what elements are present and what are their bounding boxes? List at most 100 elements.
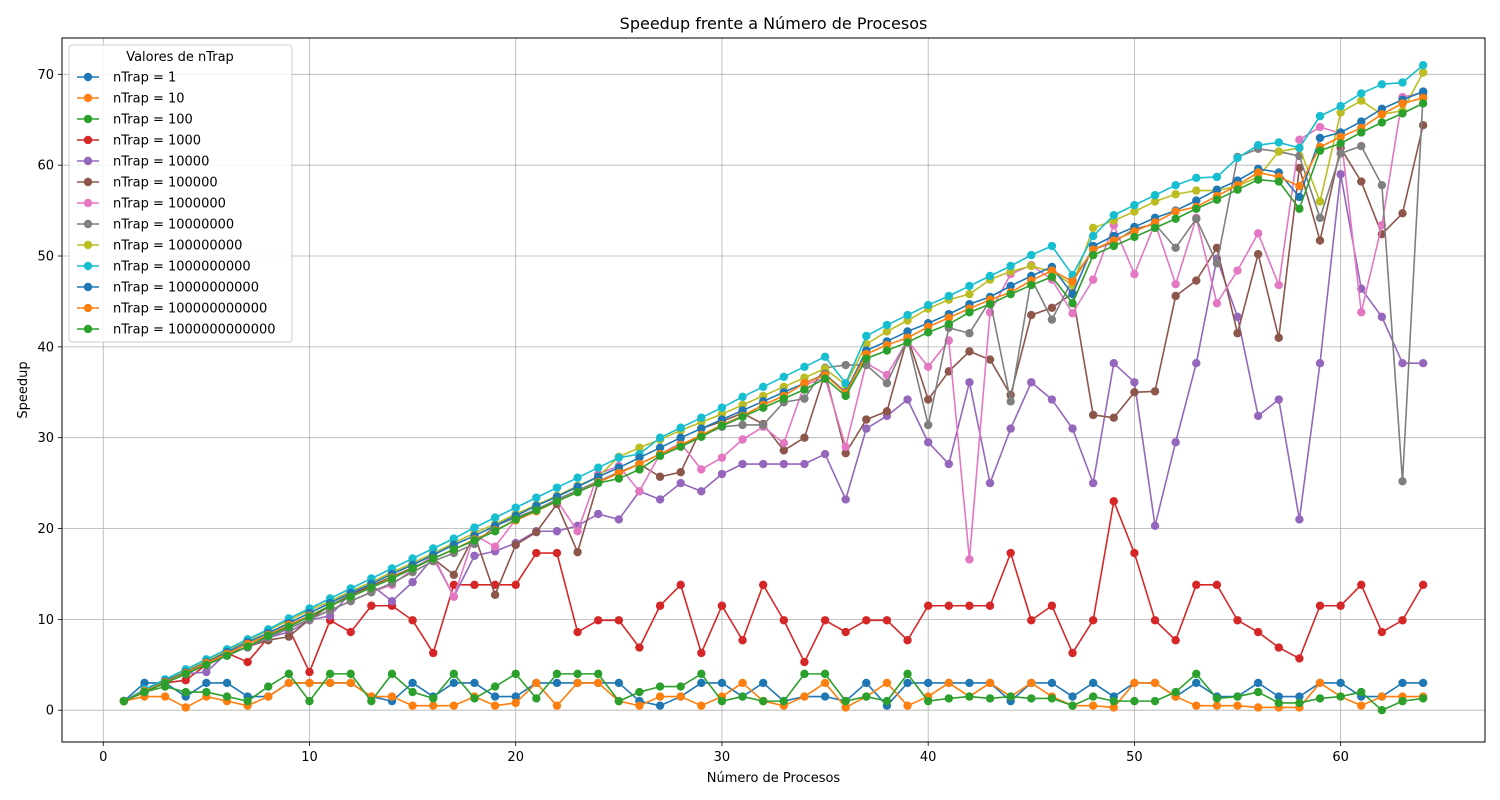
data-point xyxy=(923,678,933,688)
data-point xyxy=(1253,687,1263,697)
data-point xyxy=(284,622,294,631)
data-point xyxy=(511,669,520,679)
data-point xyxy=(1315,146,1325,155)
data-point xyxy=(1336,132,1345,142)
legend-swatch-marker xyxy=(83,93,93,103)
data-point xyxy=(429,701,438,710)
data-point xyxy=(758,382,768,392)
data-point xyxy=(181,676,190,685)
series-line xyxy=(123,64,1424,702)
data-point xyxy=(923,328,933,337)
data-point xyxy=(862,354,871,363)
data-point xyxy=(1068,648,1077,658)
data-point xyxy=(160,678,170,688)
data-point xyxy=(1171,207,1180,216)
data-point xyxy=(655,472,665,481)
data-point xyxy=(1418,99,1428,108)
data-point xyxy=(1253,703,1263,712)
data-point xyxy=(1398,78,1407,87)
legend-swatch-marker xyxy=(83,156,93,166)
data-point xyxy=(1357,128,1366,137)
data-point xyxy=(758,459,768,469)
data-point xyxy=(1315,601,1325,610)
data-point xyxy=(1377,627,1387,637)
data-point xyxy=(325,678,335,688)
data-point xyxy=(923,395,933,404)
data-point xyxy=(923,300,933,310)
legend-frame xyxy=(68,44,293,343)
data-point xyxy=(1336,692,1345,701)
data-point xyxy=(532,694,541,703)
data-point xyxy=(1253,627,1263,637)
data-point xyxy=(1171,636,1180,645)
data-point xyxy=(1212,259,1222,268)
legend-label: nTrap = 10000 xyxy=(113,155,209,170)
data-point xyxy=(1192,678,1201,688)
data-point xyxy=(552,527,562,536)
data-point xyxy=(1068,299,1077,308)
data-point xyxy=(490,527,500,536)
data-point xyxy=(1336,601,1345,610)
data-point xyxy=(449,545,459,554)
data-point xyxy=(1295,143,1304,153)
data-point xyxy=(1398,99,1407,108)
data-point xyxy=(1109,703,1118,712)
data-point xyxy=(264,692,273,701)
data-point xyxy=(1027,378,1036,387)
y-tick-label: 70 xyxy=(37,68,54,83)
data-point xyxy=(1315,359,1325,368)
data-point xyxy=(305,612,314,621)
data-point xyxy=(655,692,665,701)
data-point xyxy=(1130,200,1139,210)
data-point xyxy=(429,648,438,658)
data-point xyxy=(697,413,706,422)
data-point xyxy=(1377,118,1387,127)
data-point xyxy=(738,459,747,469)
data-point xyxy=(1357,308,1366,317)
data-point xyxy=(1130,388,1139,397)
data-point xyxy=(573,669,582,679)
data-point xyxy=(594,463,603,472)
data-point xyxy=(1109,359,1118,368)
data-point xyxy=(1006,261,1015,271)
data-point xyxy=(243,657,252,667)
y-tick-label: 30 xyxy=(37,431,54,446)
data-point xyxy=(841,442,850,451)
data-point xyxy=(346,669,355,679)
data-point xyxy=(1006,692,1015,701)
legend-swatch-marker xyxy=(83,198,93,208)
data-point xyxy=(738,692,747,701)
data-point xyxy=(965,308,974,317)
data-point xyxy=(676,442,685,451)
data-point xyxy=(470,551,479,560)
data-point xyxy=(573,473,582,482)
data-point xyxy=(697,424,706,433)
data-point xyxy=(532,678,541,688)
data-point xyxy=(1192,204,1201,213)
data-point xyxy=(1233,312,1242,322)
data-point xyxy=(1047,266,1057,275)
data-point xyxy=(1377,180,1387,190)
data-point xyxy=(841,696,850,706)
data-point xyxy=(1233,692,1242,701)
data-point xyxy=(511,515,520,524)
data-point xyxy=(965,555,974,564)
data-point xyxy=(181,669,190,679)
data-point xyxy=(325,669,335,679)
data-point xyxy=(1068,424,1077,433)
data-point xyxy=(1295,204,1304,213)
data-point xyxy=(1027,694,1036,703)
data-point xyxy=(346,678,355,688)
data-point xyxy=(408,701,417,710)
data-point xyxy=(779,696,789,706)
data-point xyxy=(717,696,727,706)
data-point xyxy=(1336,149,1345,158)
data-point xyxy=(1233,266,1242,275)
data-point xyxy=(758,580,768,590)
data-point xyxy=(903,636,912,645)
series-line xyxy=(123,500,1424,702)
data-point xyxy=(1398,678,1407,688)
data-point xyxy=(1212,694,1222,703)
data-point xyxy=(1253,678,1263,688)
